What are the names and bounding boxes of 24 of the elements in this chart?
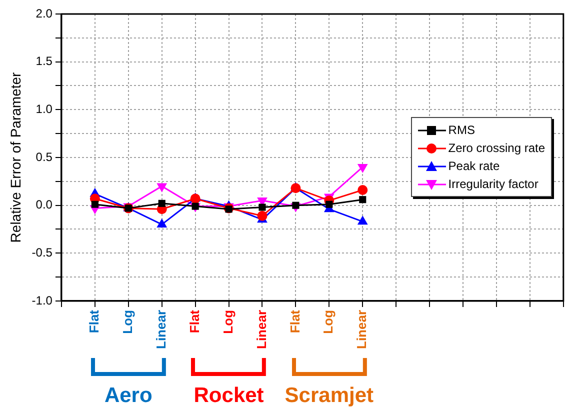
legend-label: RMS (448, 123, 475, 137)
legend-label: Irregularity factor (448, 177, 538, 191)
y-tick-label: -1.0 (32, 293, 53, 308)
y-tick-label: 1.5 (36, 54, 53, 68)
y-axis-title: Relative Error of Parameter (7, 72, 24, 243)
x-tick-label: Log (120, 310, 135, 334)
x-tick-label: Linear (254, 310, 269, 350)
text: Aero (103, 384, 154, 408)
y-tick-label: 0.0 (36, 198, 53, 212)
x-tick-label: Log (220, 310, 236, 334)
x-tick-label: Log (320, 310, 336, 334)
legend-label: Zero crossing rate (448, 141, 545, 155)
y-tick-label: 1.0 (36, 102, 53, 116)
text: Scramjet (284, 384, 375, 408)
x-tick-label: Flat (186, 309, 202, 334)
text: Rocket (194, 384, 264, 407)
x-tick-label: Flat (287, 309, 302, 334)
x-tick-label: Flat (86, 309, 102, 334)
y-tick-label: 2.0 (36, 6, 53, 20)
x-tick-label: Linear (153, 310, 168, 350)
y-tick-label: -0.5 (32, 245, 53, 260)
y-tick-label: 0.5 (36, 150, 53, 164)
legend-label: Peak rate (448, 159, 500, 173)
x-tick-label: Linear (354, 310, 370, 350)
